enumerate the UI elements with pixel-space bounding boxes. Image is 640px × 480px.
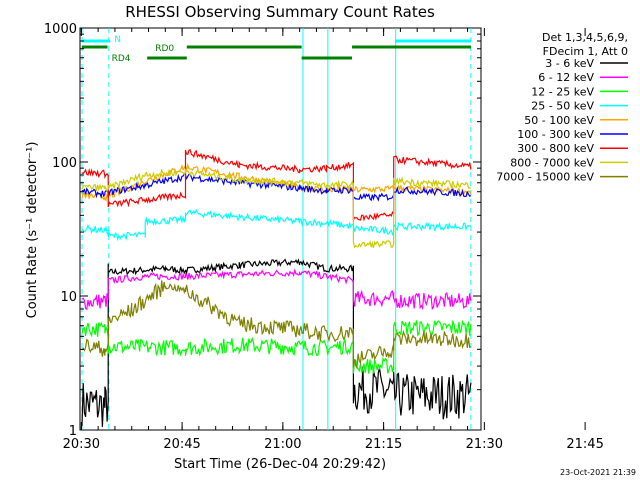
x-tick-label: 21:15: [365, 437, 402, 452]
x-tick-label: 21:30: [466, 437, 503, 452]
series-line-7: [81, 168, 472, 249]
flag-label-rd0: RD0: [155, 44, 174, 54]
series-line-3: [81, 208, 471, 242]
y-axis: 1 10 100 1000: [44, 22, 481, 439]
legend-header-line: FDecim 1, Att 0: [543, 45, 628, 58]
legend-entry-label: 12 - 25 keV: [531, 85, 594, 98]
series-line-2: [81, 319, 472, 374]
series-line-1: [81, 268, 472, 311]
legend-entry-label: 25 - 50 keV: [531, 100, 594, 113]
legend: Det 1,3,4,5,6,9,FDecim 1, Att 03 - 6 keV…: [496, 31, 628, 184]
flag-label-n: N: [114, 35, 121, 45]
x-tick-label: 20:45: [163, 437, 200, 452]
legend-entry-label: 50 - 100 keV: [524, 114, 594, 127]
flag-bars: N RD0 RD4: [82, 35, 471, 64]
series-line-8: [81, 280, 472, 370]
plot-frame: [79, 27, 482, 431]
footer-date: 23-Oct-2021 21:39: [560, 468, 636, 477]
x-tick-label: 21:00: [264, 437, 301, 452]
y-tick-label: 100: [52, 156, 77, 171]
x-tick-label: 21:45: [566, 437, 603, 452]
x-axis-label: Start Time (26-Dec-04 20:29:42): [174, 457, 386, 472]
legend-entry-label: 6 - 12 keV: [538, 71, 594, 84]
y-tick-label: 1000: [44, 22, 77, 37]
y-axis-label: Count Rate (s⁻¹ detector⁻¹): [25, 142, 40, 319]
legend-header-line: Det 1,3,4,5,6,9,: [542, 31, 628, 44]
series-line-6: [81, 149, 472, 222]
series-line-0: [81, 258, 472, 427]
legend-entry-label: 3 - 6 keV: [545, 57, 594, 70]
legend-entry-label: 7000 - 15000 keV: [496, 171, 594, 184]
legend-entry-label: 100 - 300 keV: [517, 128, 594, 141]
y-tick-label: 1: [69, 424, 77, 439]
series-line-5: [81, 172, 472, 202]
x-tick-label: 20:30: [63, 437, 100, 452]
legend-entry-label: 800 - 7000 keV: [510, 156, 594, 169]
y-tick-label: 10: [60, 290, 77, 305]
vertical-markers: [81, 28, 472, 430]
flag-label-rd4: RD4: [112, 54, 131, 64]
series-layer: [81, 149, 472, 427]
legend-entry-label: 300 - 800 keV: [517, 142, 594, 155]
chart-title: RHESSI Observing Summary Count Rates: [125, 3, 435, 21]
